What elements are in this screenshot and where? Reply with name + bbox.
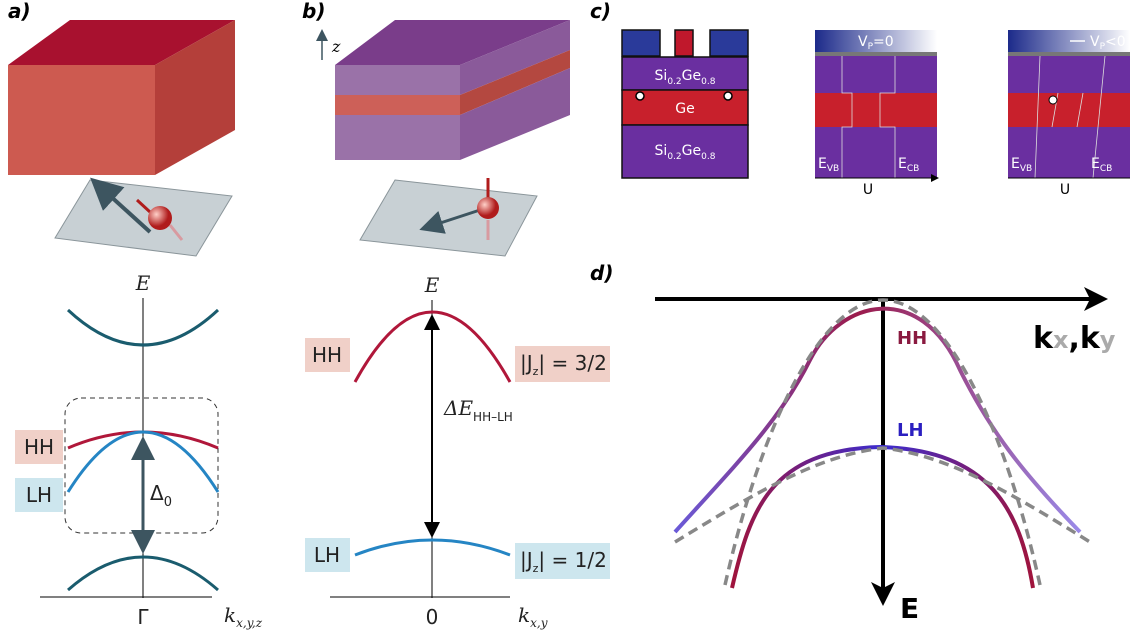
t: ,	[1068, 321, 1079, 356]
k-symbol: k	[518, 603, 530, 627]
axis-label: E	[135, 271, 151, 295]
heterostructure-box	[335, 20, 570, 160]
t: k	[1033, 321, 1054, 356]
gap-label: Δ0	[150, 481, 172, 510]
t: <0	[1105, 34, 1126, 50]
spin-plane	[360, 178, 537, 256]
panel-label: a)	[8, 0, 31, 23]
k-sub: x,y	[530, 616, 548, 630]
j-close: | = 1/2	[538, 548, 606, 572]
t: V	[858, 34, 868, 50]
gate-label: VP<0	[1090, 34, 1126, 52]
t: Ge	[682, 68, 701, 84]
bulk-box	[8, 20, 235, 175]
origin-label: 0	[426, 605, 439, 629]
layer-label: Ge	[675, 101, 694, 117]
lh-label: LH	[897, 420, 924, 441]
t: 0.8	[701, 152, 716, 162]
k-label: kx,y	[518, 603, 548, 630]
axis-label: U	[863, 182, 873, 198]
hh-label: HH	[24, 435, 54, 459]
axis-label: E	[424, 273, 440, 297]
t: x	[1053, 326, 1069, 354]
j-open: |J	[520, 351, 533, 375]
k-symbol: k	[224, 603, 236, 627]
t: Ge	[682, 143, 701, 159]
gap-symbol: Δ	[150, 481, 164, 505]
gap-sub: HH–LH	[473, 410, 513, 424]
axis-label: E	[900, 592, 919, 625]
t: Si	[655, 68, 668, 84]
t: Si	[655, 143, 668, 159]
z-label: z	[331, 37, 341, 56]
t: 0.2	[667, 152, 681, 162]
k-axis-label: kx,ky	[1033, 321, 1116, 356]
panel-label: b)	[302, 0, 325, 23]
t: E	[1011, 156, 1020, 172]
figure: a) E HH LH Δ0 Γ kx,y,z b) z E HH LH |Jz|…	[0, 0, 1131, 637]
j-open: |J	[520, 548, 533, 572]
j-close: | = 3/2	[538, 351, 606, 375]
t: =0	[873, 34, 894, 50]
gap-symbol: ΔE	[443, 396, 473, 420]
gamma-label: Γ	[137, 605, 149, 629]
t: E	[898, 156, 907, 172]
hh-label: HH	[897, 328, 927, 349]
axis-label: U	[1060, 182, 1070, 198]
t: CB	[907, 164, 919, 174]
lh-label: LH	[314, 543, 340, 567]
t: k	[1080, 321, 1101, 356]
t: E	[818, 156, 827, 172]
panel-label: c)	[590, 0, 611, 23]
t: VB	[827, 164, 839, 174]
k-sub: x,y,z	[236, 616, 263, 630]
t: y	[1100, 326, 1116, 354]
panel-label: d)	[590, 261, 613, 285]
t: E	[1091, 156, 1100, 172]
gate-label: VP=0	[858, 34, 894, 52]
t: VB	[1020, 164, 1032, 174]
k-label: kx,y,z	[224, 603, 263, 630]
gap-label: ΔEHH–LH	[443, 396, 513, 424]
t: V	[1090, 34, 1100, 50]
hh-label: HH	[312, 343, 342, 367]
band-profile	[815, 30, 937, 178]
band-profile	[1008, 30, 1130, 178]
lh-label: LH	[26, 483, 52, 507]
t: 0.8	[701, 77, 716, 87]
t: CB	[1100, 164, 1112, 174]
gap-sub: 0	[164, 495, 172, 510]
t: 0.2	[667, 77, 681, 87]
spin-plane	[55, 180, 232, 256]
